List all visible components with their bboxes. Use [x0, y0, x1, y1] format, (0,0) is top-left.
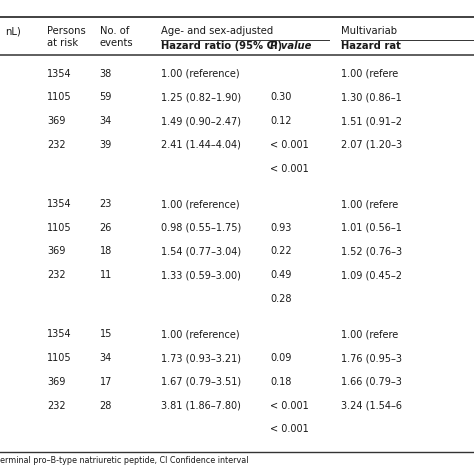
- Text: 3.81 (1.86–7.80): 3.81 (1.86–7.80): [161, 401, 241, 410]
- Text: 1.49 (0.90–2.47): 1.49 (0.90–2.47): [161, 116, 241, 126]
- Text: Hazard rat: Hazard rat: [341, 41, 401, 51]
- Text: 1.66 (0.79–3: 1.66 (0.79–3: [341, 377, 402, 387]
- Text: 59: 59: [100, 92, 112, 102]
- Text: < 0.001: < 0.001: [270, 140, 309, 150]
- Text: 0.93: 0.93: [270, 223, 292, 233]
- Text: 38: 38: [100, 69, 112, 79]
- Text: 26: 26: [100, 223, 112, 233]
- Text: 232: 232: [47, 140, 66, 150]
- Text: 0.12: 0.12: [270, 116, 292, 126]
- Text: 1354: 1354: [47, 329, 72, 339]
- Text: 1.00 (refere: 1.00 (refere: [341, 199, 399, 209]
- Text: 232: 232: [47, 270, 66, 280]
- Text: 1105: 1105: [47, 223, 72, 233]
- Text: 23: 23: [100, 199, 112, 209]
- Text: 34: 34: [100, 353, 112, 363]
- Text: 1.00 (reference): 1.00 (reference): [161, 199, 240, 209]
- Text: 1.25 (0.82–1.90): 1.25 (0.82–1.90): [161, 92, 241, 102]
- Text: < 0.001: < 0.001: [270, 164, 309, 173]
- Text: 0.49: 0.49: [270, 270, 292, 280]
- Text: 15: 15: [100, 329, 112, 339]
- Text: 1.51 (0.91–2: 1.51 (0.91–2: [341, 116, 402, 126]
- Text: 0.30: 0.30: [270, 92, 292, 102]
- Text: 1.00 (reference): 1.00 (reference): [161, 69, 240, 79]
- Text: 1.52 (0.76–3: 1.52 (0.76–3: [341, 246, 402, 256]
- Text: 1105: 1105: [47, 353, 72, 363]
- Text: 0.28: 0.28: [270, 294, 292, 304]
- Text: P value: P value: [270, 41, 311, 51]
- Text: 39: 39: [100, 140, 112, 150]
- Text: 1.54 (0.77–3.04): 1.54 (0.77–3.04): [161, 246, 241, 256]
- Text: 1.76 (0.95–3: 1.76 (0.95–3: [341, 353, 402, 363]
- Text: 1.00 (reference): 1.00 (reference): [161, 329, 240, 339]
- Text: 0.98 (0.55–1.75): 0.98 (0.55–1.75): [161, 223, 241, 233]
- Text: 28: 28: [100, 401, 112, 410]
- Text: < 0.001: < 0.001: [270, 401, 309, 410]
- Text: 0.22: 0.22: [270, 246, 292, 256]
- Text: Hazard ratio (95% CI): Hazard ratio (95% CI): [161, 41, 283, 51]
- Text: 1.00 (refere: 1.00 (refere: [341, 329, 399, 339]
- Text: 0.09: 0.09: [270, 353, 292, 363]
- Text: Persons
at risk: Persons at risk: [47, 26, 86, 48]
- Text: nL): nL): [5, 26, 20, 36]
- Text: < 0.001: < 0.001: [270, 424, 309, 434]
- Text: 0.18: 0.18: [270, 377, 292, 387]
- Text: 1.33 (0.59–3.00): 1.33 (0.59–3.00): [161, 270, 241, 280]
- Text: 1354: 1354: [47, 69, 72, 79]
- Text: 1354: 1354: [47, 199, 72, 209]
- Text: 2.07 (1.20–3: 2.07 (1.20–3: [341, 140, 402, 150]
- Text: 34: 34: [100, 116, 112, 126]
- Text: 17: 17: [100, 377, 112, 387]
- Text: 2.41 (1.44–4.04): 2.41 (1.44–4.04): [161, 140, 241, 150]
- Text: 369: 369: [47, 116, 66, 126]
- Text: 18: 18: [100, 246, 112, 256]
- Text: No. of
events: No. of events: [100, 26, 133, 48]
- Text: 1.73 (0.93–3.21): 1.73 (0.93–3.21): [161, 353, 241, 363]
- Text: 1.09 (0.45–2: 1.09 (0.45–2: [341, 270, 402, 280]
- Text: 1.01 (0.56–1: 1.01 (0.56–1: [341, 223, 402, 233]
- Text: 1.67 (0.79–3.51): 1.67 (0.79–3.51): [161, 377, 241, 387]
- Text: 3.24 (1.54–6: 3.24 (1.54–6: [341, 401, 402, 410]
- Text: Multivariab: Multivariab: [341, 26, 397, 36]
- Text: 369: 369: [47, 246, 66, 256]
- Text: 11: 11: [100, 270, 112, 280]
- Text: 369: 369: [47, 377, 66, 387]
- Text: 232: 232: [47, 401, 66, 410]
- Text: 1.00 (refere: 1.00 (refere: [341, 69, 399, 79]
- Text: erminal pro–B-type natriuretic peptide, CI Confidence interval: erminal pro–B-type natriuretic peptide, …: [0, 456, 248, 465]
- Text: Age- and sex-adjusted: Age- and sex-adjusted: [161, 26, 273, 36]
- Text: 1105: 1105: [47, 92, 72, 102]
- Text: 1.30 (0.86–1: 1.30 (0.86–1: [341, 92, 402, 102]
